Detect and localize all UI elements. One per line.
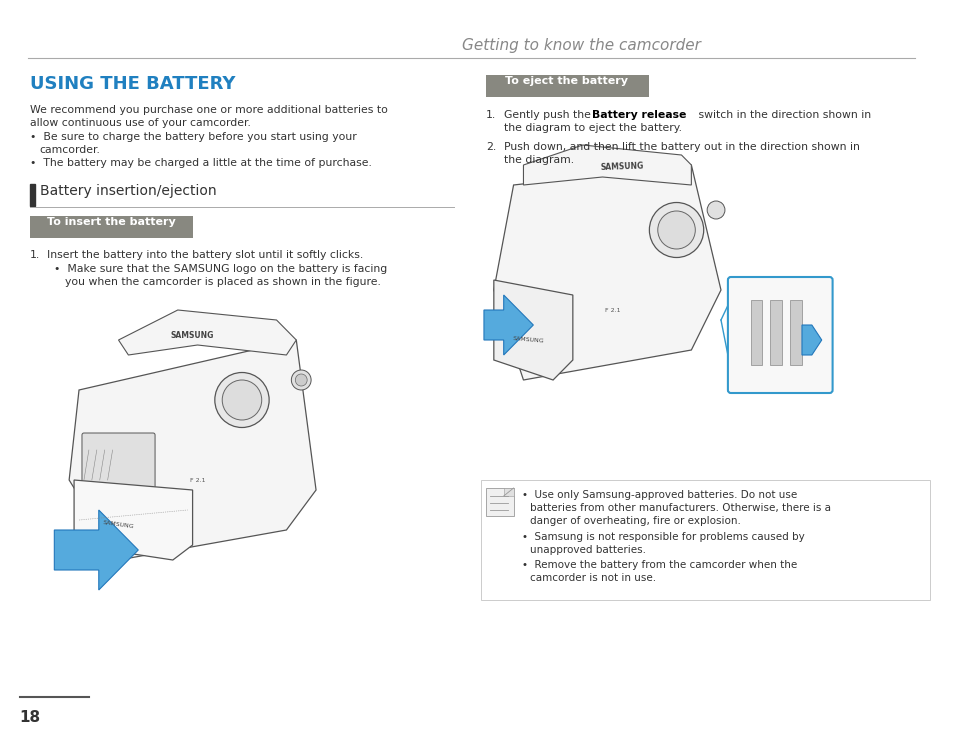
Text: •  The battery may be charged a little at the time of purchase.: • The battery may be charged a little at…	[30, 158, 371, 168]
Text: SAMSUNG: SAMSUNG	[512, 336, 544, 344]
Text: To insert the battery: To insert the battery	[47, 217, 175, 227]
Ellipse shape	[657, 211, 695, 249]
Polygon shape	[801, 325, 821, 355]
Text: 1.: 1.	[485, 110, 496, 120]
Bar	[485, 75, 648, 97]
Text: allow continuous use of your camcorder.: allow continuous use of your camcorder.	[30, 118, 251, 128]
Text: the diagram.: the diagram.	[503, 155, 573, 165]
Text: SAMSUNG: SAMSUNG	[171, 331, 214, 340]
Text: Insert the battery into the battery slot until it softly clicks.: Insert the battery into the battery slot…	[48, 250, 363, 260]
Text: •  Remove the battery from the camcorder when the: • Remove the battery from the camcorder …	[522, 560, 797, 570]
Text: unapproved batteries.: unapproved batteries.	[530, 545, 646, 555]
Text: 1.: 1.	[30, 250, 40, 260]
Bar	[503, 488, 513, 496]
Text: switch in the direction shown in: switch in the direction shown in	[695, 110, 870, 120]
Polygon shape	[483, 295, 533, 355]
Bar	[30, 184, 34, 206]
Bar	[480, 480, 929, 600]
Text: To eject the battery: To eject the battery	[505, 76, 628, 86]
Text: F 2.1: F 2.1	[190, 477, 205, 483]
Polygon shape	[69, 340, 315, 560]
Text: camcorder.: camcorder.	[39, 145, 100, 155]
Text: SAMSUNG: SAMSUNG	[102, 520, 134, 530]
Text: SAMSUNG: SAMSUNG	[599, 162, 643, 172]
Text: 18: 18	[20, 710, 41, 725]
Polygon shape	[523, 145, 691, 185]
Ellipse shape	[295, 374, 307, 386]
Text: batteries from other manufacturers. Otherwise, there is a: batteries from other manufacturers. Othe…	[530, 503, 830, 513]
Text: Getting to know the camcorder: Getting to know the camcorder	[462, 38, 700, 53]
Polygon shape	[118, 310, 296, 355]
Text: you when the camcorder is placed as shown in the figure.: you when the camcorder is placed as show…	[65, 277, 380, 287]
Text: the diagram to eject the battery.: the diagram to eject the battery.	[503, 123, 681, 133]
Text: •  Use only Samsung-approved batteries. Do not use: • Use only Samsung-approved batteries. D…	[522, 490, 797, 500]
Text: We recommend you purchase one or more additional batteries to: We recommend you purchase one or more ad…	[30, 105, 387, 115]
Text: •  Samsung is not responsible for problems caused by: • Samsung is not responsible for problem…	[522, 532, 804, 542]
Ellipse shape	[222, 380, 261, 420]
Polygon shape	[494, 280, 572, 380]
Text: Push down, and then lift the battery out in the direction shown in: Push down, and then lift the battery out…	[503, 142, 859, 152]
Ellipse shape	[706, 201, 724, 219]
Bar	[750, 300, 761, 365]
Text: •  Be sure to charge the battery before you start using your: • Be sure to charge the battery before y…	[30, 132, 356, 142]
Polygon shape	[74, 480, 193, 560]
Bar	[789, 300, 801, 365]
Ellipse shape	[291, 370, 311, 390]
Text: Battery release: Battery release	[591, 110, 685, 120]
Bar	[485, 488, 513, 516]
Text: Battery insertion/ejection: Battery insertion/ejection	[39, 184, 216, 198]
Polygon shape	[54, 510, 138, 590]
Text: •  Make sure that the SAMSUNG logo on the battery is facing: • Make sure that the SAMSUNG logo on the…	[54, 264, 387, 274]
Text: 2.: 2.	[485, 142, 496, 152]
Ellipse shape	[649, 202, 703, 258]
Text: USING THE BATTERY: USING THE BATTERY	[30, 75, 234, 93]
FancyBboxPatch shape	[82, 433, 155, 492]
Text: danger of overheating, fire or explosion.: danger of overheating, fire or explosion…	[530, 516, 740, 526]
Text: camcorder is not in use.: camcorder is not in use.	[530, 573, 656, 583]
Ellipse shape	[214, 372, 269, 428]
Text: F 2.1: F 2.1	[604, 307, 619, 312]
Bar	[30, 216, 193, 238]
Polygon shape	[494, 165, 720, 380]
Text: Gently push the: Gently push the	[503, 110, 594, 120]
FancyBboxPatch shape	[727, 277, 832, 393]
Bar	[770, 300, 781, 365]
